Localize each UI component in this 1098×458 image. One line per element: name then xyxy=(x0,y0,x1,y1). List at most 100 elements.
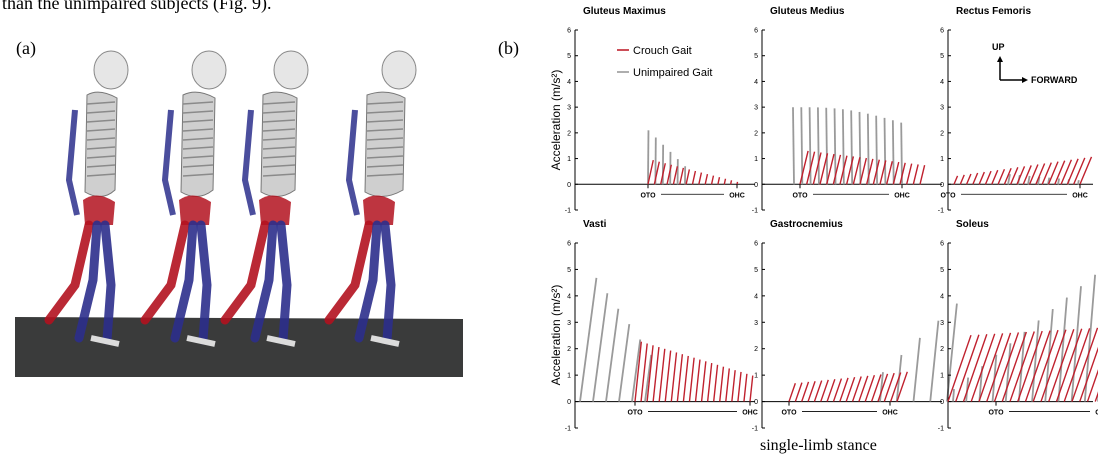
crouch-vector xyxy=(870,374,882,402)
rib xyxy=(86,128,116,132)
panel-gluteus-maximus: -1 0 1 2 3 4 5 6 Gluteus Maximus OTO OHC xyxy=(565,6,755,215)
crouch-vector xyxy=(912,164,919,185)
panel-label-a: (a) xyxy=(16,38,36,58)
legend-label-crouch: Crouch Gait xyxy=(633,45,692,57)
crouch-vector xyxy=(1016,166,1026,185)
y-tick-label: 1 xyxy=(567,156,571,163)
oto-label: OTO xyxy=(988,410,1004,417)
crouch-vector xyxy=(858,375,869,402)
arm xyxy=(241,109,256,216)
panel-title: Gluteus Maximus xyxy=(583,6,666,17)
crouch-vector xyxy=(788,383,797,402)
rib xyxy=(86,110,116,114)
y-tick-label: 1 xyxy=(940,156,944,163)
crouch-vector xyxy=(832,154,842,185)
crouch-vector xyxy=(883,372,895,402)
y-tick-label: 2 xyxy=(567,130,571,137)
rib xyxy=(182,101,214,105)
crouch-vector xyxy=(993,332,1020,402)
crouch-vector xyxy=(731,370,736,402)
unimpaired-vector xyxy=(929,320,940,402)
rib xyxy=(182,146,214,150)
unimpaired-vector xyxy=(833,108,837,185)
crouch-vector xyxy=(820,379,829,402)
crouch-vector xyxy=(839,155,848,185)
x-axis-caption: single-limb stance xyxy=(760,437,877,454)
skull xyxy=(191,50,227,90)
y-tick-label: 5 xyxy=(567,267,571,274)
rib xyxy=(262,146,296,150)
y-tick-label: 4 xyxy=(754,293,758,300)
rib-cage xyxy=(364,91,406,197)
unimpaired-vector xyxy=(866,113,870,185)
skeleton-gait-figure xyxy=(15,50,463,377)
y-tick-label: 4 xyxy=(940,79,944,86)
y-tick-label: 0 xyxy=(940,399,944,406)
crouch-vector xyxy=(896,371,908,402)
leg-muscle xyxy=(250,220,278,343)
crouch-vector xyxy=(865,158,874,185)
crouch-vector xyxy=(1079,156,1093,185)
crouch-vector xyxy=(832,378,843,402)
y-tick-label: 6 xyxy=(940,241,944,248)
direction-indicator: UP FORWARD xyxy=(992,42,1078,85)
unimpaired-vector xyxy=(952,388,955,402)
oto-label: OTO xyxy=(640,192,656,199)
crouch-vector xyxy=(723,178,727,185)
crouch-vector xyxy=(1060,159,1073,185)
panel-title: Vasti xyxy=(583,219,607,230)
crouch-vector xyxy=(694,359,701,402)
crouch-vector xyxy=(978,333,1004,402)
y-tick-label: 0 xyxy=(567,182,571,189)
crouch-vector xyxy=(736,181,739,185)
y-tick-label: 5 xyxy=(940,53,944,60)
legend-label-unimpaired: Unimpaired Gait xyxy=(633,67,712,79)
rib xyxy=(262,119,296,123)
leg-muscle xyxy=(324,220,374,325)
rib xyxy=(262,101,296,105)
y-tick-label: 2 xyxy=(567,346,571,353)
crouch-vector xyxy=(737,371,742,402)
crouch-vector xyxy=(972,172,979,185)
y-tick-label: 2 xyxy=(754,346,758,353)
crouch-vector xyxy=(1086,369,1098,402)
unimpaired-vector xyxy=(800,107,804,185)
y-tick-label: 3 xyxy=(754,105,758,112)
crouch-vector xyxy=(698,172,703,185)
crouch-vector xyxy=(947,334,972,402)
y-tick-label: 6 xyxy=(567,28,571,35)
rib xyxy=(262,110,296,114)
crouch-vector xyxy=(794,382,803,402)
crouch-vector xyxy=(801,381,810,402)
y-tick-label: 6 xyxy=(754,28,758,35)
panel-vasti: -1 0 1 2 3 4 5 6 Vasti OTO OHC xyxy=(565,219,758,433)
floor xyxy=(15,317,463,377)
crouch-vector xyxy=(682,355,689,402)
skeleton-model xyxy=(324,50,417,347)
rib xyxy=(182,128,214,132)
crouch-vector xyxy=(1028,164,1039,185)
ohc-label: OHC xyxy=(742,410,758,417)
crouch-vector xyxy=(812,152,822,185)
skull xyxy=(273,50,309,90)
rib xyxy=(182,173,214,177)
rib xyxy=(262,155,296,159)
crouch-vector xyxy=(634,341,643,402)
crouch-vector xyxy=(851,376,862,402)
arm xyxy=(161,109,176,216)
unimpaired-vector xyxy=(1057,297,1068,402)
arm xyxy=(345,109,360,216)
crouch-vector xyxy=(658,348,666,402)
unimpaired-vector xyxy=(618,323,631,402)
rib xyxy=(262,173,296,177)
crouch-vector xyxy=(965,173,972,185)
unimpaired-vector xyxy=(1027,175,1031,185)
rib-cage xyxy=(84,91,118,197)
pelvis-muscles xyxy=(83,195,115,225)
rib xyxy=(366,128,404,132)
forward-arrowhead xyxy=(1022,77,1028,83)
legend: Crouch Gait Unimpaired Gait xyxy=(617,45,712,79)
leg-muscle xyxy=(196,220,212,345)
oto-label: OTO xyxy=(792,192,808,199)
y-tick-label: 6 xyxy=(567,241,571,248)
